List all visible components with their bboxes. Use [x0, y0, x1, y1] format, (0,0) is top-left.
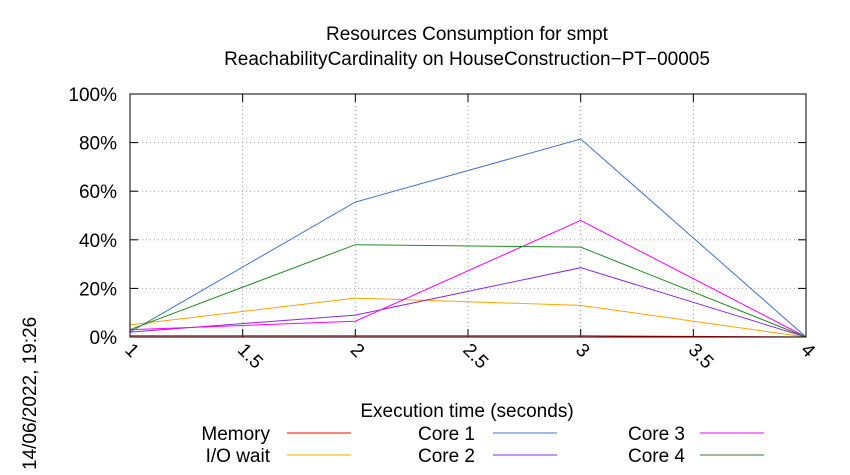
- x-tick-label: 3: [571, 340, 593, 362]
- y-tick-label: 20%: [79, 279, 117, 300]
- x-tick-label: 2.5: [458, 340, 492, 374]
- y-tick-label: 80%: [79, 134, 117, 155]
- y-tick-label: 60%: [79, 182, 117, 203]
- legend-label: Core 2: [418, 446, 475, 467]
- legend-label: I/O wait: [206, 446, 271, 467]
- x-axis-label: Execution time (seconds): [360, 401, 573, 422]
- x-tick-label: 1: [120, 340, 142, 362]
- x-tick-label: 3.5: [684, 340, 718, 374]
- y-tick-label: 0%: [90, 328, 118, 349]
- grid-lines: [130, 94, 806, 337]
- chart-title: Resources Consumption for smpt: [326, 24, 609, 45]
- legend-entry: Core 3: [628, 424, 764, 445]
- y-tick-label: 100%: [68, 85, 117, 106]
- series-line-i-o-wait: [129, 297, 807, 338]
- series-line-core-1: [129, 138, 807, 338]
- chart-subtitle: ReachabilityCardinality on HouseConstruc…: [224, 49, 710, 70]
- plot-frame: [129, 93, 807, 338]
- y-tick-label: 40%: [79, 231, 117, 252]
- series-lines: [129, 138, 807, 338]
- timestamp-label: 14/06/2022, 19:26: [20, 317, 41, 470]
- x-axis-ticks: 1 1.5 2 2.5 3 3.5 4: [120, 94, 819, 373]
- series-line-core-4: [129, 244, 807, 338]
- legend-entry: I/O wait: [206, 446, 351, 467]
- legend-label: Core 4: [628, 446, 685, 467]
- legend-label: Memory: [201, 424, 270, 445]
- legend-entry: Memory: [201, 424, 351, 445]
- y-axis-ticks: 0% 20% 40% 60% 80% 100%: [68, 85, 806, 349]
- x-tick-label: 4: [796, 340, 819, 363]
- legend-label: Core 3: [628, 424, 685, 445]
- series-line-memory: [130, 335, 807, 338]
- legend-entry: Core 4: [628, 446, 764, 467]
- legend-label: Core 1: [418, 424, 475, 445]
- series-line-core-3: [129, 219, 807, 338]
- legend-entry: Core 1: [418, 424, 557, 445]
- legend-entry: Core 2: [418, 446, 557, 467]
- x-tick-label: 2: [346, 340, 368, 362]
- series-line-core-2: [129, 267, 807, 338]
- x-tick-label: 1.5: [233, 340, 267, 374]
